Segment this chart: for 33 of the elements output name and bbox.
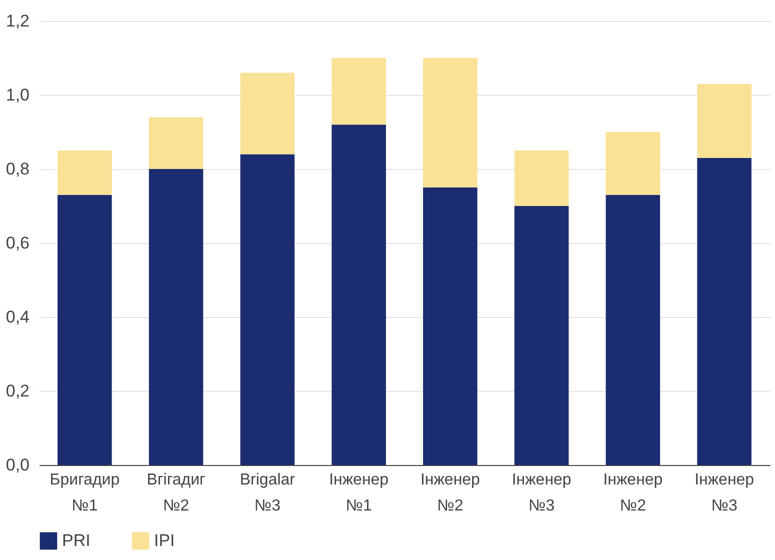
bar — [148, 169, 204, 465]
x-tick-label: Інженер №1 — [329, 472, 389, 514]
bar — [58, 194, 112, 465]
x-tick-label: Brigalar №3 — [240, 472, 296, 514]
x-tick-label: Інженер №3 — [694, 472, 754, 514]
legend-label: IPI — [154, 530, 175, 550]
x-tick-label: Інженер №2 — [420, 472, 480, 514]
y-tick-label: 0,6 — [6, 234, 30, 252]
x-tick-label: Інженер №2 — [603, 472, 663, 514]
bar — [423, 188, 478, 465]
y-tick-label: 0,4 — [6, 308, 30, 326]
bar — [240, 72, 295, 154]
x-tick-label: Бригадир №1 — [50, 472, 120, 514]
y-tick-label: 1,2 — [6, 12, 30, 30]
y-tick-label: 0,8 — [6, 160, 30, 178]
bar — [58, 150, 112, 195]
bar — [148, 117, 204, 169]
y-tick-label: 1,0 — [6, 86, 30, 104]
bar — [697, 158, 752, 465]
bar — [697, 84, 752, 158]
legend-label: PRI — [62, 530, 90, 550]
bar — [423, 58, 478, 188]
bar — [332, 58, 386, 125]
bar — [606, 194, 660, 465]
bar — [514, 206, 569, 465]
y-tick-label: 0,2 — [6, 382, 30, 400]
x-tick-label: Вгігадиг №2 — [146, 472, 206, 514]
y-tick-label: 0,0 — [6, 456, 30, 474]
bar — [514, 150, 569, 206]
bar — [240, 154, 295, 465]
bar — [332, 124, 386, 465]
x-tick-label: Інженер №3 — [512, 472, 572, 514]
bar — [606, 132, 660, 195]
